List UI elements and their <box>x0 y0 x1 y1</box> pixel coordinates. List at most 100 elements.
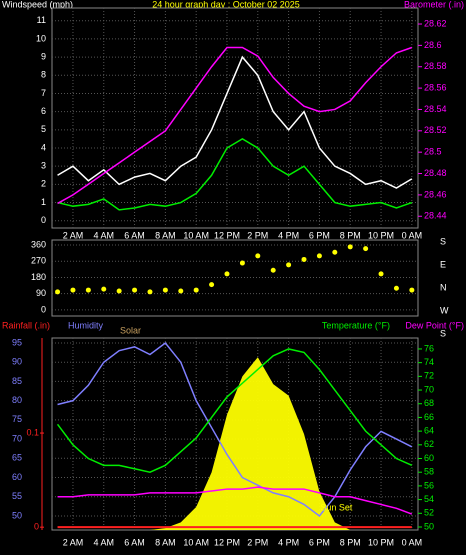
plot-area <box>51 7 419 229</box>
x-tick-label: 6 PM <box>309 230 330 240</box>
y2-tick-label: 66 <box>424 412 434 422</box>
x-tick-label: 2 AM <box>63 537 84 547</box>
x-tick-label: 2 AM <box>63 230 84 240</box>
direction-point <box>316 253 322 259</box>
direction-point <box>255 253 261 259</box>
x-tick-label: 8 PM <box>340 230 361 240</box>
direction-point <box>209 282 215 288</box>
x-tick-label: 10 PM <box>368 230 394 240</box>
x-tick-label: 12 PM <box>214 537 240 547</box>
series-line <box>57 46 413 205</box>
series-line <box>57 341 413 518</box>
wind-label: Windspeed (mph) <box>2 0 73 9</box>
x-tick-label: 0 AM <box>402 230 423 240</box>
y3-tick-label: 0.1 <box>26 427 39 437</box>
legend-label: Humidity <box>68 320 104 330</box>
direction-point <box>132 287 138 293</box>
y2-tick-label: 28.44 <box>424 211 447 221</box>
y-tick-label: 85 <box>12 376 22 386</box>
y2-tick-label: 72 <box>424 371 434 381</box>
y-tick-label: 80 <box>12 395 22 405</box>
y-tick-label: 10 <box>36 33 46 43</box>
y-tick-label: 9 <box>41 51 46 61</box>
y-tick-label: 270 <box>31 256 46 266</box>
direction-point <box>270 267 276 273</box>
y-tick-label: 0 <box>41 215 46 225</box>
y2-tick-label: 28.48 <box>424 168 447 178</box>
y2-tick-label: 28.46 <box>424 189 447 199</box>
y-tick-label: 7 <box>41 88 46 98</box>
legend-label: Temperature (°F) <box>322 320 390 330</box>
y2-tick-label: 28.58 <box>424 61 447 71</box>
y-tick-label: 90 <box>12 357 22 367</box>
plot-area <box>51 239 419 317</box>
y-tick-label: 4 <box>41 142 46 152</box>
chart-title: 24 hour graph day : October 02 2025 <box>152 0 300 9</box>
annotation: Sun Set <box>320 502 353 512</box>
y-tick-label: 2 <box>41 179 46 189</box>
y-tick-label: 360 <box>31 239 46 249</box>
series-line <box>57 486 413 515</box>
y-tick-label: 70 <box>12 433 22 443</box>
x-tick-label: 2 PM <box>247 537 268 547</box>
x-tick-label: 2 PM <box>247 230 268 240</box>
y-tick-label: 90 <box>36 288 46 298</box>
direction-label: W <box>440 305 449 315</box>
x-tick-label: 12 PM <box>214 230 240 240</box>
direction-point <box>101 286 107 292</box>
direction-point <box>347 244 353 250</box>
y2-tick-label: 28.52 <box>424 125 447 135</box>
x-tick-label: 8 AM <box>155 230 176 240</box>
direction-point <box>332 249 338 255</box>
solar-area <box>57 357 412 530</box>
direction-point <box>239 260 245 266</box>
series-line <box>57 55 413 189</box>
y2-tick-label: 28.54 <box>424 104 447 114</box>
x-tick-label: 10 PM <box>368 537 394 547</box>
y-tick-label: 55 <box>12 491 22 501</box>
direction-label: S <box>440 236 446 246</box>
direction-point <box>409 287 415 293</box>
x-tick-label: 10 AM <box>183 537 209 547</box>
y2-tick-label: 50 <box>424 521 434 531</box>
y2-tick-label: 74 <box>424 357 434 367</box>
y2-tick-label: 70 <box>424 384 434 394</box>
legend-label: Solar <box>120 325 141 335</box>
direction-point <box>162 287 168 293</box>
y2-tick-label: 60 <box>424 453 434 463</box>
x-tick-label: 6 AM <box>124 537 145 547</box>
x-tick-label: 0 AM <box>402 537 423 547</box>
y-tick-label: 60 <box>12 472 22 482</box>
series-line <box>56 348 413 473</box>
legend-label: Rainfall (.in) <box>2 320 50 330</box>
direction-point <box>193 287 199 293</box>
y2-tick-label: 28.6 <box>424 40 442 50</box>
y2-tick-label: 68 <box>424 398 434 408</box>
y2-tick-label: 76 <box>424 343 434 353</box>
direction-point <box>393 285 399 291</box>
x-tick-label: 10 AM <box>183 230 209 240</box>
x-tick-label: 6 AM <box>124 230 145 240</box>
y-tick-label: 1 <box>41 197 46 207</box>
direction-label: E <box>440 259 446 269</box>
y-tick-label: 8 <box>41 70 46 80</box>
y-tick-label: 11 <box>37 15 46 25</box>
y3-tick-label: 0 <box>34 522 39 532</box>
y-tick-label: 5 <box>41 124 46 134</box>
y2-tick-label: 54 <box>424 494 434 504</box>
y-tick-label: 6 <box>41 106 46 116</box>
direction-point <box>178 288 184 294</box>
direction-point <box>224 271 230 277</box>
y-tick-label: 50 <box>12 510 22 520</box>
y2-tick-label: 28.5 <box>424 147 442 157</box>
y-tick-label: 0 <box>41 304 46 314</box>
y2-tick-label: 62 <box>424 439 434 449</box>
y2-tick-label: 52 <box>424 508 434 518</box>
y2-tick-label: 28.56 <box>424 82 447 92</box>
x-tick-label: 6 PM <box>309 537 330 547</box>
series-line <box>57 138 413 211</box>
direction-label: N <box>440 282 447 292</box>
direction-point <box>147 289 153 295</box>
y2-tick-label: 64 <box>424 425 434 435</box>
